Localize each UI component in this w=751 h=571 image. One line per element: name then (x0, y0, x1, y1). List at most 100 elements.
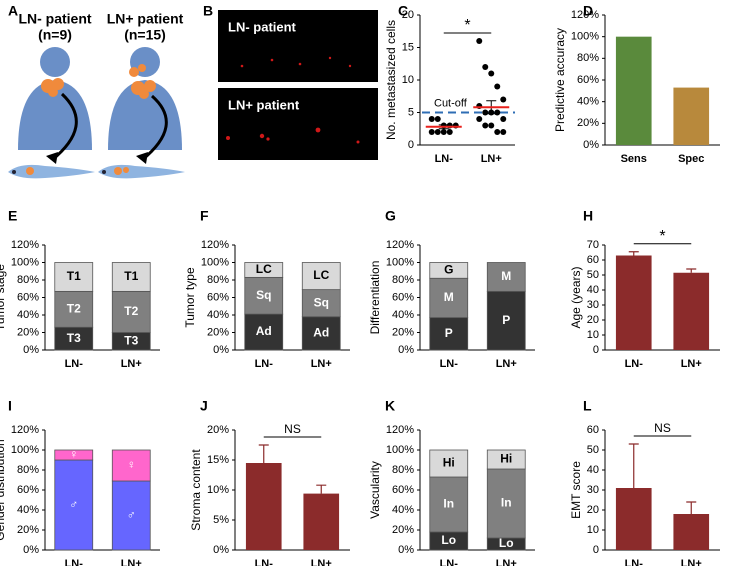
panel-letter: F (200, 208, 209, 224)
x-tick-label: LN+ (311, 358, 332, 370)
y-tick-label: 20 (587, 314, 599, 326)
segment-label: ♀ (69, 447, 78, 461)
bar-segment (301, 289, 341, 318)
segment-label: T2 (67, 301, 81, 315)
panel-letter: A (8, 3, 18, 19)
error-bar (628, 251, 639, 256)
x-tick-label: LN- (625, 558, 644, 566)
x-tick-label: Spec (678, 153, 704, 165)
panel-a: A LN- patient (n=9) LN+ patient (n=15) (8, 3, 185, 179)
significance-label: NS (284, 422, 301, 436)
data-point (482, 64, 489, 70)
x-tick-label: LN+ (681, 558, 702, 566)
x-tick-label: LN- (65, 358, 84, 370)
group-n: (n=9) (38, 27, 72, 43)
y-tick-label: 80% (17, 274, 39, 286)
segment-label: G (444, 263, 453, 277)
bar-segment (486, 449, 526, 470)
x-tick-label: Sens (621, 153, 647, 165)
x-tick-label: LN+ (121, 358, 142, 370)
y-tick-label: 100% (386, 444, 414, 456)
bar-segment (429, 476, 469, 533)
cell-dots (226, 56, 360, 144)
y-tick-label: 0 (408, 139, 414, 151)
segment-label: ♂ (69, 497, 78, 511)
data-point (482, 122, 489, 129)
y-tick-label: 20 (402, 9, 414, 21)
y-tick-label: 120% (11, 239, 39, 251)
y-tick-label: 80% (577, 52, 599, 64)
bar-segment (111, 290, 151, 333)
x-tick-label: LN+ (311, 558, 332, 566)
bar-segment (54, 449, 94, 461)
segment-label: Hi (443, 456, 455, 470)
image-label: LN- patient (228, 19, 297, 34)
y-axis-label: Tumor stage (0, 264, 7, 331)
y-tick-label: 30 (587, 299, 599, 311)
segment-label: Sq (256, 288, 271, 302)
y-tick-label: 10 (587, 524, 599, 536)
x-tick-label: LN+ (481, 153, 502, 165)
y-tick-label: 0% (23, 544, 39, 556)
segment-label: ♂ (127, 508, 136, 522)
y-tick-label: 80% (207, 274, 229, 286)
x-tick-label: LN+ (496, 358, 517, 370)
y-tick-label: 20% (17, 326, 39, 338)
y-tick-label: 5% (213, 514, 229, 526)
y-tick-label: 60% (392, 291, 414, 303)
y-tick-label: 60 (587, 424, 599, 436)
y-tick-label: 10 (587, 329, 599, 341)
y-axis-label: Predictive accuracy (553, 28, 567, 132)
panel-letter: B (203, 3, 213, 19)
y-axis-label: Differentiation (368, 261, 382, 335)
data-point (494, 83, 501, 90)
y-tick-label: 40 (587, 464, 599, 476)
y-tick-label: 100% (11, 256, 39, 268)
y-tick-label: 40 (587, 284, 599, 296)
x-tick-label: LN+ (681, 358, 702, 370)
segment-label: M (444, 290, 454, 304)
bar-segment (244, 276, 284, 315)
segment-label: T2 (124, 304, 138, 318)
y-tick-label: 20 (587, 504, 599, 516)
x-tick-label: LN+ (121, 558, 142, 566)
error-bar (686, 501, 697, 514)
y-tick-label: 80% (392, 274, 414, 286)
y-tick-label: 80% (392, 464, 414, 476)
bar-segment (54, 459, 94, 551)
segment-label: Sq (314, 295, 329, 309)
data-point (434, 129, 441, 135)
panel-letter: E (8, 208, 17, 224)
y-tick-label: 40% (392, 504, 414, 516)
cutoff-label: Cut-off (434, 97, 468, 109)
bar (245, 463, 282, 550)
y-tick-label: 100% (11, 444, 39, 456)
y-tick-label: 20% (392, 524, 414, 536)
segment-label: LC (313, 268, 329, 282)
error-bar (316, 484, 327, 494)
y-tick-label: 0% (23, 344, 39, 356)
patient-illustration (8, 47, 95, 179)
y-axis-label: Gender distribution (0, 439, 7, 540)
panel-letter: H (583, 208, 593, 224)
y-axis-label: Vascularity (368, 461, 382, 519)
x-tick-label: LN- (65, 558, 84, 566)
y-axis-label: Age (years) (569, 266, 583, 328)
error-bar (686, 268, 697, 273)
y-axis-label: No. metastasized cells (384, 20, 398, 140)
y-tick-label: 40% (577, 96, 599, 108)
y-axis-label: Stroma content (189, 449, 203, 531)
x-tick-label: LN+ (496, 558, 517, 566)
x-tick-label: LN- (255, 558, 274, 566)
data-point (446, 129, 453, 135)
bar (673, 272, 710, 350)
y-tick-label: 50 (587, 269, 599, 281)
segment-label: LC (256, 262, 272, 276)
bar-segment (486, 468, 526, 539)
data-point (428, 116, 435, 122)
y-tick-label: 40% (392, 309, 414, 321)
bar (615, 488, 652, 550)
significance-label: NS (654, 421, 671, 435)
data-point (488, 70, 495, 77)
panel-letter: D (583, 3, 593, 19)
